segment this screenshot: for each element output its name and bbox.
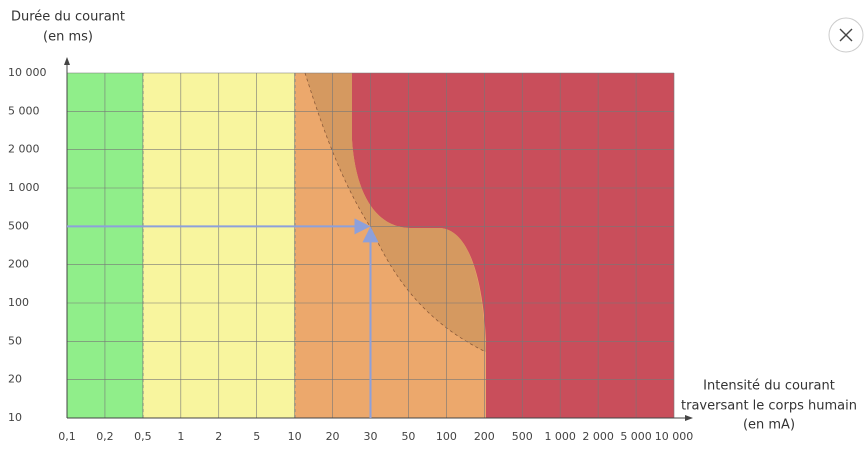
x-tick-label: 100 bbox=[436, 430, 457, 443]
close-button[interactable] bbox=[828, 17, 864, 53]
x-tick-label: 2 000 bbox=[582, 430, 614, 443]
zone-4 bbox=[352, 73, 674, 418]
y-tick-label: 5 000 bbox=[8, 104, 40, 117]
y-tick-label: 100 bbox=[8, 296, 29, 309]
x-tick-label: 5 bbox=[253, 430, 260, 443]
y-tick-label: 200 bbox=[8, 258, 29, 271]
y-axis-title: Durée du courant bbox=[11, 10, 125, 25]
y-axis-title: (en ms) bbox=[43, 30, 93, 45]
x-tick-label: 0,5 bbox=[134, 430, 152, 443]
x-tick-label: 30 bbox=[364, 430, 378, 443]
x-tick-label: 2 bbox=[215, 430, 222, 443]
y-tick-label: 1 000 bbox=[8, 181, 40, 194]
marks bbox=[67, 218, 379, 418]
x-tick-label: 10 bbox=[288, 430, 302, 443]
x-tick-label: 10 000 bbox=[655, 430, 694, 443]
y-tick-label: 20 bbox=[8, 373, 22, 386]
x-tick-label: 500 bbox=[512, 430, 533, 443]
x-tick-label: 0,2 bbox=[96, 430, 114, 443]
x-tick-label: 1 000 bbox=[544, 430, 576, 443]
x-axis-title: (en mA) bbox=[743, 418, 795, 433]
x-tick-label: 200 bbox=[474, 430, 495, 443]
close-icon[interactable] bbox=[839, 28, 853, 42]
y-tick-label: 500 bbox=[8, 219, 29, 232]
y-tick-label: 10 bbox=[8, 411, 22, 424]
x-axis-title: traversant le corps humain bbox=[681, 399, 857, 414]
y-tick-label: 50 bbox=[8, 334, 22, 347]
x-tick-label: 5 000 bbox=[620, 430, 652, 443]
x-tick-label: 1 bbox=[177, 430, 184, 443]
x-axis-title: Intensité du courant bbox=[703, 379, 835, 394]
y-tick-label: 2 000 bbox=[8, 143, 40, 156]
x-tick-label: 20 bbox=[326, 430, 340, 443]
zone-3-high bbox=[305, 73, 486, 352]
y-tick-label: 10 000 bbox=[8, 66, 47, 79]
x-tick-label: 50 bbox=[401, 430, 415, 443]
x-tick-label: 0,1 bbox=[58, 430, 76, 443]
